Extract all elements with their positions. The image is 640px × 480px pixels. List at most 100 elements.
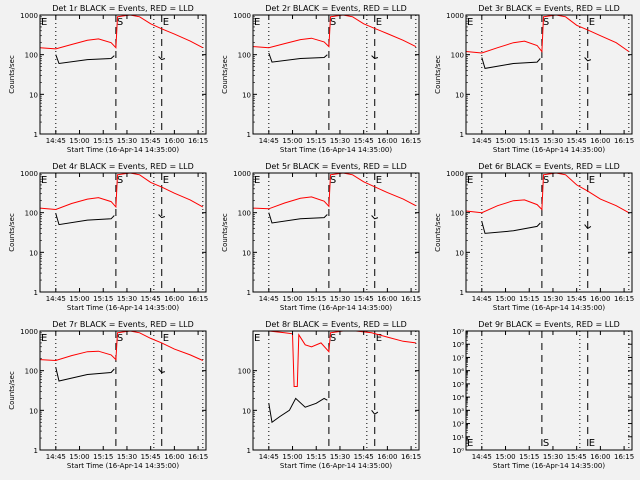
panel-title: Det 8r BLACK = Events, RED = LLD [265,320,407,329]
x-tick-label: 16:00 [377,453,397,461]
lld-series-line [252,172,417,210]
events-series-line [371,55,379,60]
x-tick-label: 16:15 [401,137,421,145]
panel-2: Det 2r BLACK = Events, RED = LLD E S E 1 10 10… [221,4,421,154]
marker-label-e: E [467,17,473,28]
panel-3: Det 3r BLACK = Events, RED = LLD E S E 1 10 10… [434,4,634,154]
x-tick-label: 16:00 [377,137,397,145]
x-tick-label: 15:30 [117,137,137,145]
lld-series-line [39,14,204,50]
y-axis-label: Counts/sec [8,55,16,94]
marker-label-s: S [117,333,123,344]
y-tick-label: 1000 [20,12,38,20]
marker-label-s: S [117,175,123,186]
x-tick-label: 15:30 [330,453,350,461]
plot-frame [252,14,420,135]
plot-frame [39,14,207,135]
x-tick-label: 15:45 [354,295,374,303]
panel-title: Det 5r BLACK = Events, RED = LLD [265,162,407,171]
y-tick-label: 100 [238,368,251,376]
events-series-line [481,221,541,234]
y-tick-label: 1 [34,447,38,455]
x-tick-label: 15:00 [495,453,515,461]
x-tick-label: 15:15 [93,453,113,461]
y-tick-label: 1 [460,289,464,297]
y-axis-label: Counts/sec [8,371,16,410]
x-tick-label: 15:15 [519,137,539,145]
x-tick-label: 15:30 [330,295,350,303]
x-tick-label: 15:00 [69,453,89,461]
x-tick-label: 15:00 [282,137,302,145]
x-tick-label: 15:45 [567,295,587,303]
events-series-line [55,213,115,226]
plot-frame [465,14,633,135]
x-axis-label: Start Time (16-Apr-14 14:35:00) [280,462,392,470]
x-tick-label: 15:15 [93,137,113,145]
y-tick-label: 1 [247,131,251,139]
marker-label-s: S [330,175,336,186]
marker-label-e: E [163,175,169,186]
x-tick-label: 14:45 [259,137,279,145]
plot-frame [465,330,633,451]
marker-label-e: E [254,333,260,344]
y-tick-label: 10 [29,249,38,257]
x-tick-label: 15:30 [543,295,563,303]
events-series-line [158,56,166,61]
x-tick-label: 15:45 [354,137,374,145]
marker-label-e: E [376,333,382,344]
marker-label-s: S [117,17,123,28]
y-tick-label: 1 [247,447,251,455]
lld-series-line [252,14,417,49]
panel-title: Det 7r BLACK = Events, RED = LLD [52,320,194,329]
lld-series-line [253,330,416,387]
y-tick-label: 10 [29,407,38,415]
y-axis-label: Counts/sec [434,55,442,94]
x-tick-label: 15:30 [543,137,563,145]
events-series-line [371,215,379,220]
y-tick-label: 10 [242,407,251,415]
panel-7: Det 7r BLACK = Events, RED = LLD E S E 1 10 10… [8,320,208,470]
x-tick-label: 14:45 [46,295,66,303]
x-tick-label: 14:45 [472,137,492,145]
panel-6: Det 6r BLACK = Events, RED = LLD E S E 1 10 10… [434,162,634,312]
y-tick-label: 1000 [446,170,464,178]
y-tick-label: 10⁹ [452,328,464,336]
lld-series-line [465,172,630,214]
events-series-line [481,57,541,69]
y-tick-label: 10⁴ [452,394,464,402]
x-tick-label: 15:30 [117,295,137,303]
panel-4: Det 4r BLACK = Events, RED = LLD E S E 1 10 10… [8,162,208,312]
marker-label-s: S [330,17,336,28]
marker-label-e: E [376,175,382,186]
x-tick-label: 15:45 [141,137,161,145]
x-tick-label: 14:45 [259,453,279,461]
marker-label-e: E [163,333,169,344]
y-tick-label: 10⁵ [452,381,464,389]
x-tick-label: 14:45 [259,295,279,303]
x-tick-label: 15:45 [141,453,161,461]
events-series-line [158,368,166,374]
panel-title: Det 3r BLACK = Events, RED = LLD [478,4,620,13]
y-axis-label: Counts/sec [8,213,16,252]
events-series-line [158,214,166,219]
lld-series-line [39,172,204,211]
x-tick-label: 14:45 [46,453,66,461]
lld-series-line [465,14,630,54]
lld-series-line [39,330,204,362]
plot-frame [252,172,420,293]
marker-label-e: E [589,438,595,449]
x-tick-label: 16:00 [590,453,610,461]
events-series-line [584,224,592,230]
y-tick-label: 10⁷ [452,354,464,362]
events-series-line [268,212,328,224]
x-tick-label: 15:00 [495,137,515,145]
x-axis-label: Start Time (16-Apr-14 14:35:00) [67,462,179,470]
x-tick-label: 15:15 [306,453,326,461]
x-tick-label: 15:00 [282,453,302,461]
x-tick-label: 15:00 [282,295,302,303]
x-tick-label: 16:00 [164,137,184,145]
marker-label-e: E [41,333,47,344]
y-tick-label: 1000 [233,170,251,178]
x-axis-label: Start Time (16-Apr-14 14:35:00) [67,304,179,312]
